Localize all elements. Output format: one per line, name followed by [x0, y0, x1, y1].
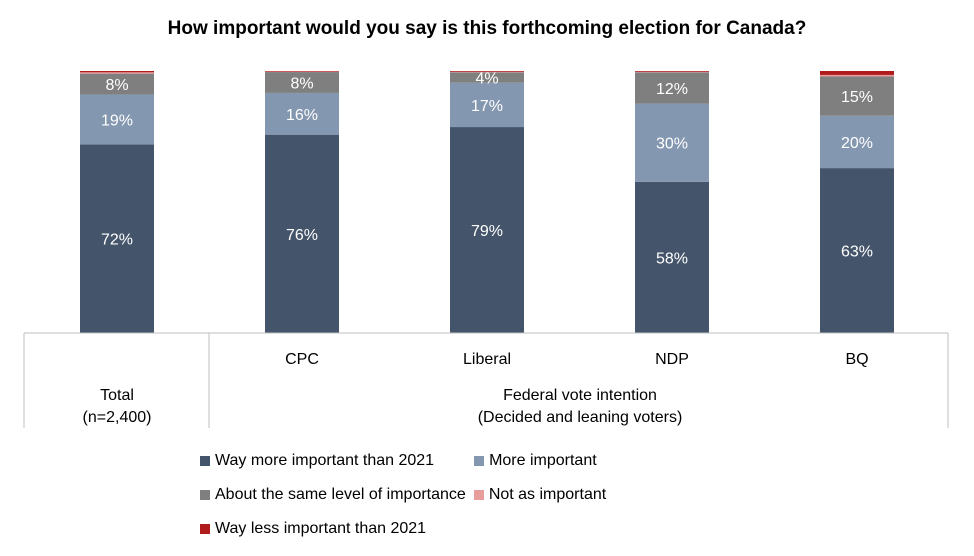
legend-swatch-same — [200, 490, 210, 500]
bar-segment — [265, 72, 339, 93]
bar-segment — [265, 92, 339, 135]
data-label: 17% — [471, 98, 503, 115]
category-label: CPC — [285, 351, 319, 368]
bar-segment — [820, 168, 894, 333]
bar-segment — [635, 103, 709, 182]
legend-item-way-less: Way less important than 2021 — [200, 520, 426, 538]
legend: Way more important than 2021 More import… — [200, 444, 900, 546]
bar-segment — [820, 115, 894, 169]
bar-segment — [820, 71, 894, 75]
bar-segment — [820, 76, 894, 116]
legend-item-not-as: Not as important — [473, 486, 607, 504]
bar-segment — [820, 74, 894, 77]
group-label: (n=2,400) — [83, 409, 152, 426]
category-label: NDP — [655, 351, 689, 368]
bar-segment — [80, 94, 154, 145]
group-label: Federal vote intention — [503, 387, 657, 404]
data-label: 4% — [475, 71, 498, 88]
bar-segment — [635, 72, 709, 104]
data-label: 79% — [471, 223, 503, 240]
bar-segment — [265, 134, 339, 333]
data-label: 8% — [290, 75, 313, 92]
group-label: Total — [100, 387, 134, 404]
legend-item-same: About the same level of importance — [200, 486, 466, 504]
data-label: 8% — [105, 77, 128, 94]
bar-segment — [80, 72, 154, 74]
group-label: (Decided and leaning voters) — [478, 409, 683, 426]
bar-segment — [450, 71, 524, 73]
legend-label-not-as: Not as important — [488, 486, 607, 503]
legend-swatch-way-less — [200, 524, 210, 534]
legend-label-more: More important — [489, 452, 597, 469]
category-label: BQ — [845, 351, 868, 368]
data-label: 16% — [286, 107, 318, 124]
data-label: 58% — [656, 250, 688, 267]
bar-segment — [80, 71, 154, 73]
data-label: 20% — [841, 135, 873, 152]
legend-label-way-less: Way less important than 2021 — [215, 520, 427, 537]
legend-swatch-way-more — [200, 456, 210, 466]
legend-swatch-not-as — [473, 490, 484, 500]
bar-segment — [80, 73, 154, 95]
chart-title: How important would you say is this fort… — [167, 18, 807, 39]
bar-segment — [635, 181, 709, 333]
bar-segment — [450, 82, 524, 128]
legend-swatch-more — [474, 456, 485, 466]
bar-segment — [80, 144, 154, 333]
data-label: 76% — [286, 227, 318, 244]
bar-segment — [450, 71, 524, 72]
data-label: 15% — [841, 89, 873, 106]
legend-label-way-more: Way more important than 2021 — [215, 452, 435, 469]
data-label: 19% — [101, 112, 133, 129]
bar-segment — [265, 71, 339, 72]
data-label: 12% — [656, 81, 688, 98]
bar-segment — [635, 71, 709, 73]
bar-segment — [265, 71, 339, 73]
legend-item-way-more: Way more important than 2021 — [200, 452, 434, 470]
bar-segment — [450, 127, 524, 334]
data-label: 72% — [101, 232, 133, 249]
legend-item-more: More important — [474, 452, 597, 470]
data-label: 30% — [656, 136, 688, 153]
bar-segment — [635, 71, 709, 72]
data-label: 63% — [841, 244, 873, 261]
bar-segment — [450, 72, 524, 83]
category-label: Liberal — [463, 351, 511, 368]
legend-label-same: About the same level of importance — [215, 486, 466, 503]
